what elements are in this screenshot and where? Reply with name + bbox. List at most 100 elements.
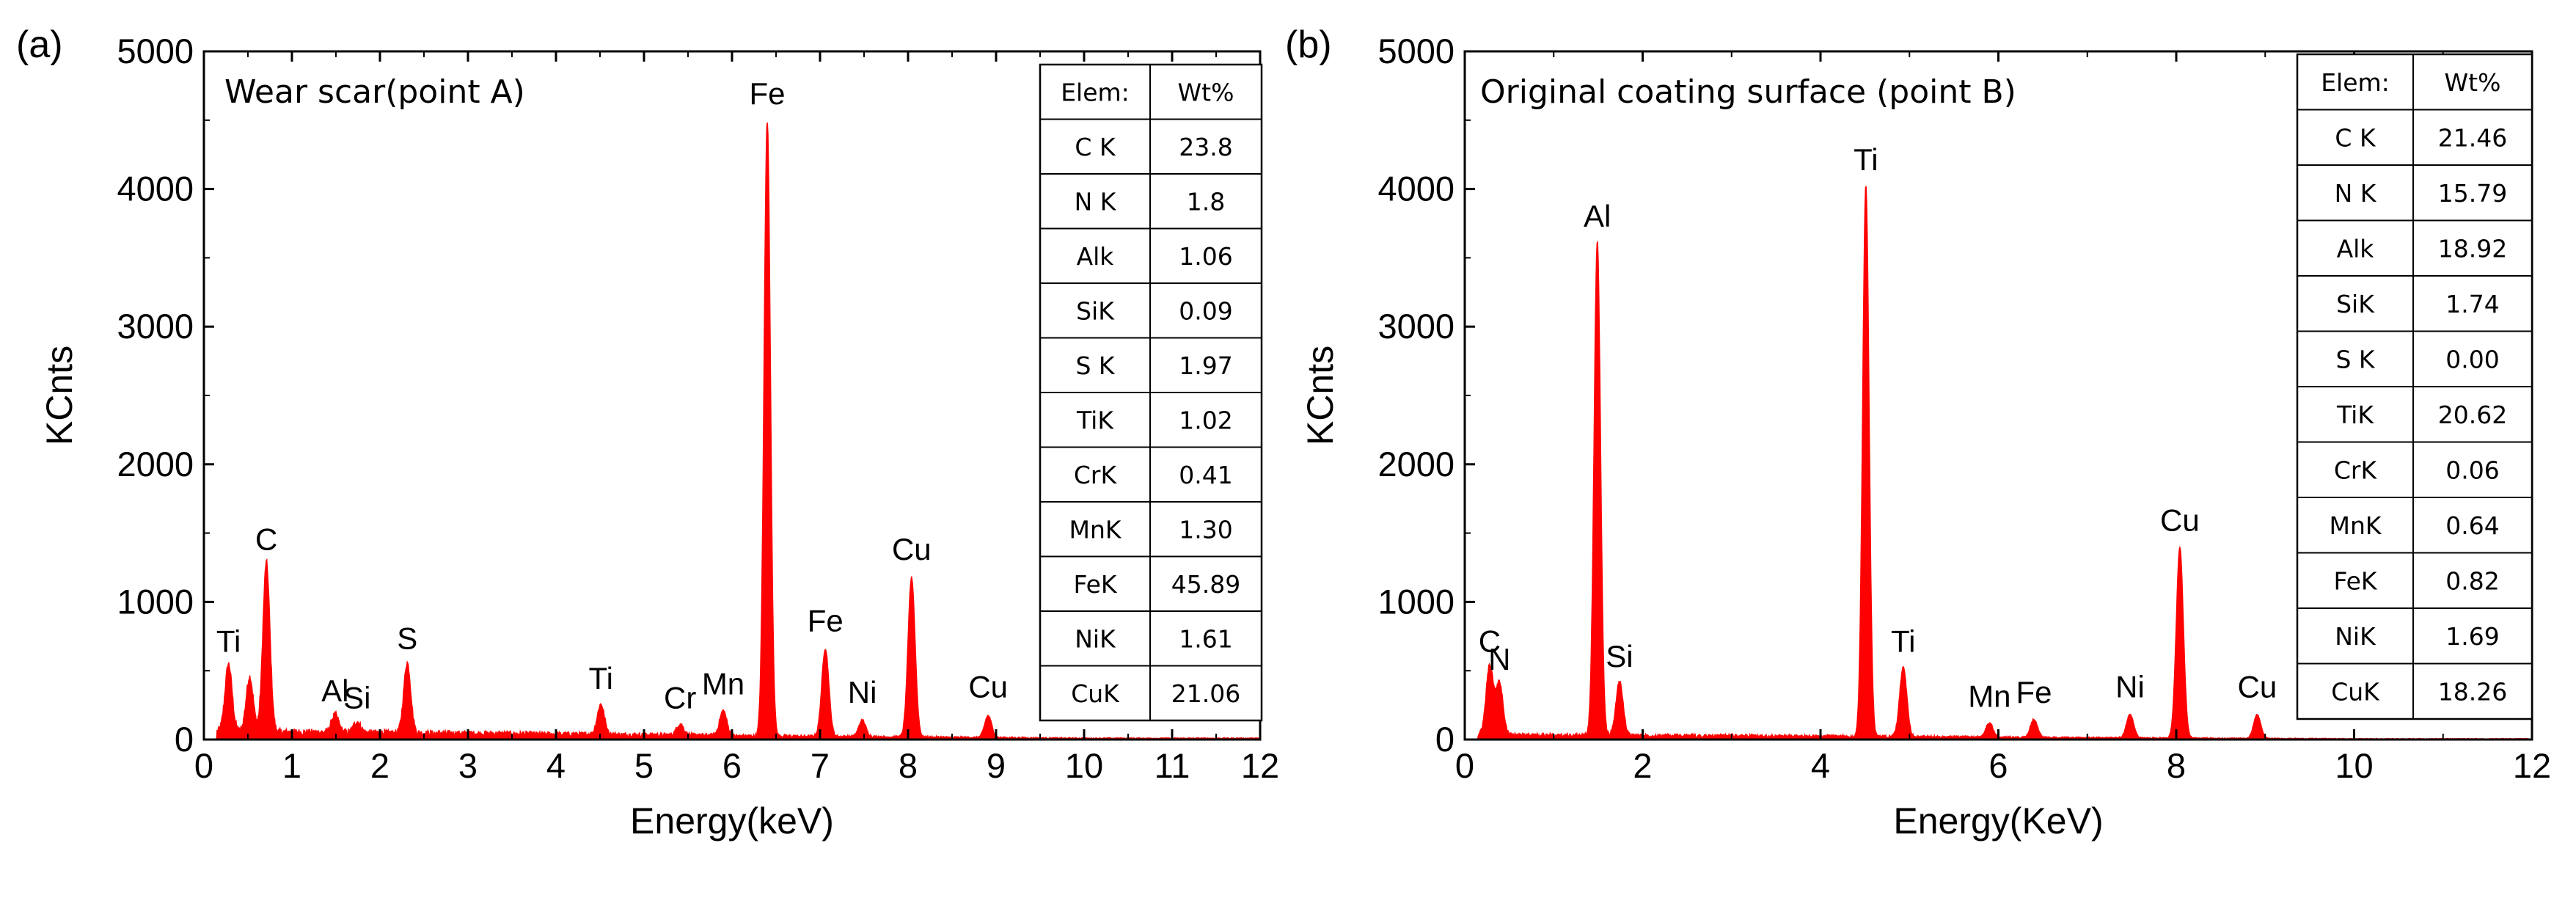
table-cell-wt: 21.46	[2438, 123, 2507, 152]
peak-label: Mn	[1968, 679, 2010, 713]
table-cell-wt: 0.06	[2445, 456, 2499, 484]
peak-label: S	[397, 621, 417, 656]
x-tick-label: 3	[458, 746, 477, 785]
x-tick-label: 4	[1811, 746, 1830, 785]
x-tick-label: 4	[546, 746, 566, 785]
table-cell-element: CuK	[2331, 677, 2380, 706]
y-tick-label: 3000	[1377, 307, 1455, 346]
table-cell-wt: 15.79	[2438, 179, 2507, 208]
spectrum-series	[214, 122, 1262, 740]
peak-label: Cu	[2237, 669, 2277, 704]
peak-label: Si	[343, 680, 370, 715]
x-tick-label: 2	[370, 746, 389, 785]
x-tick-label: 9	[987, 746, 1006, 785]
y-tick-label: 0	[175, 720, 194, 759]
x-tick-label: 6	[722, 746, 742, 785]
table-cell-element: CrK	[2334, 456, 2378, 484]
table-cell-wt: 1.74	[2445, 290, 2499, 318]
table-header-wt: Wt%	[2445, 68, 2501, 97]
table-cell-element: CuK	[1071, 679, 1120, 708]
peak-label: Cu	[892, 532, 932, 566]
table-cell-wt: 0.00	[2445, 345, 2499, 373]
table-cell-element: TiK	[1076, 406, 1114, 434]
table-cell-wt: 1.30	[1179, 515, 1232, 544]
composition-table: Elem: Wt% C K 21.46 N K 15.79 Alk 18.92 SiK 1.74 S…	[2296, 53, 2533, 720]
peak-label: Ti	[588, 661, 612, 696]
y-tick-label: 5000	[1377, 32, 1455, 70]
y-tick-label: 2000	[1377, 445, 1455, 483]
x-tick-label: 8	[2167, 746, 2186, 785]
y-tick-label: 1000	[1377, 582, 1455, 621]
table-cell-element: FeK	[1073, 570, 1117, 599]
table-cell-wt: 1.02	[1179, 406, 1232, 434]
peak-label: Ti	[1891, 624, 1915, 658]
table-cell-wt: 18.92	[2438, 234, 2507, 263]
peak-label: Mn	[702, 667, 744, 701]
table-cell-element: NiK	[1075, 624, 1116, 653]
table-cell-element: CrK	[1074, 461, 1118, 489]
y-tick-label: 2000	[117, 445, 194, 483]
table-header-wt: Wt%	[1178, 78, 1234, 106]
table-cell-element: N K	[2335, 179, 2377, 208]
peak-label: Ti	[216, 624, 241, 658]
x-tick-label: 12	[1241, 746, 1279, 785]
peak-label: Al	[1584, 199, 1611, 233]
table-cell-wt: 0.09	[1179, 296, 1232, 325]
peak-label: N	[1488, 642, 1510, 676]
table-cell-wt: 45.89	[1171, 570, 1240, 599]
table-cell-element: S K	[2335, 345, 2375, 373]
table-cell-wt: 1.61	[1179, 624, 1232, 653]
table-header-element: Elem:	[2321, 68, 2390, 97]
y-tick-label: 5000	[117, 32, 194, 70]
x-tick-label: 10	[2335, 746, 2373, 785]
table-cell-element: MnK	[2329, 511, 2382, 540]
table-cell-element: TiK	[2336, 401, 2374, 429]
table-cell-wt: 0.64	[2445, 511, 2499, 540]
inset-title: Wear scar(point A)	[224, 73, 525, 111]
peak-label: Fe	[749, 76, 785, 111]
peak-label: Si	[1606, 639, 1633, 674]
x-tick-label: 8	[899, 746, 918, 785]
peak-label: C	[1479, 624, 1501, 658]
x-tick-label: 6	[1988, 746, 2008, 785]
x-tick-label: 0	[194, 746, 213, 785]
table-cell-wt: 1.06	[1179, 242, 1232, 271]
table-cell-element: FeK	[2333, 566, 2377, 595]
y-tick-label: 4000	[1377, 169, 1455, 208]
table-cell-element: MnK	[1069, 515, 1121, 544]
x-tick-label: 5	[634, 746, 654, 785]
x-tick-label: 7	[811, 746, 830, 785]
table-cell-element: Alk	[2337, 234, 2375, 263]
peak-label: Ni	[848, 675, 877, 709]
x-axis-title: Energy(keV)	[630, 800, 834, 842]
table-cell-wt: 0.82	[2445, 566, 2499, 595]
y-tick-label: 0	[1435, 720, 1455, 759]
inset-title: Original coating surface (point B)	[1480, 73, 2016, 111]
table-cell-element: C K	[2335, 123, 2376, 152]
panel-b: 0 2 4 6 8 10 12 0 1000 2000 3000 4000 5000 Energy(KeV…	[1285, 23, 2551, 842]
x-tick-label: 12	[2513, 746, 2551, 785]
table-cell-wt: 18.26	[2438, 677, 2507, 706]
table-cell-element: SiK	[2336, 290, 2375, 318]
peak-label: Fe	[808, 603, 844, 638]
x-tick-label: 11	[1155, 746, 1190, 785]
peak-label: Cr	[664, 680, 696, 715]
x-tick-label: 2	[1633, 746, 1652, 785]
table-cell-wt: 21.06	[1171, 679, 1240, 708]
table-cell-element: S K	[1075, 351, 1115, 380]
y-axis-title: KCnts	[1300, 346, 1341, 445]
x-tick-label: 1	[282, 746, 301, 785]
peak-label: Cu	[2160, 503, 2200, 537]
panel-a: 0 1 2 3 4 5 6 7 8 9 10 11 12010002000300040005000Ene…	[16, 23, 1279, 842]
table-cell-wt: 20.62	[2438, 401, 2507, 429]
table-cell-wt: 1.69	[2445, 622, 2499, 651]
peak-label: Al	[321, 674, 348, 708]
table-cell-element: Alk	[1077, 242, 1115, 271]
x-tick-label: 0	[1455, 746, 1474, 785]
table-cell-wt: 1.97	[1179, 351, 1232, 380]
peak-label: Cu	[968, 669, 1008, 704]
x-tick-label: 10	[1065, 746, 1103, 785]
table-cell-element: SiK	[1076, 296, 1115, 325]
y-tick-label: 1000	[117, 582, 194, 621]
table-cell-wt: 23.8	[1179, 133, 1232, 161]
